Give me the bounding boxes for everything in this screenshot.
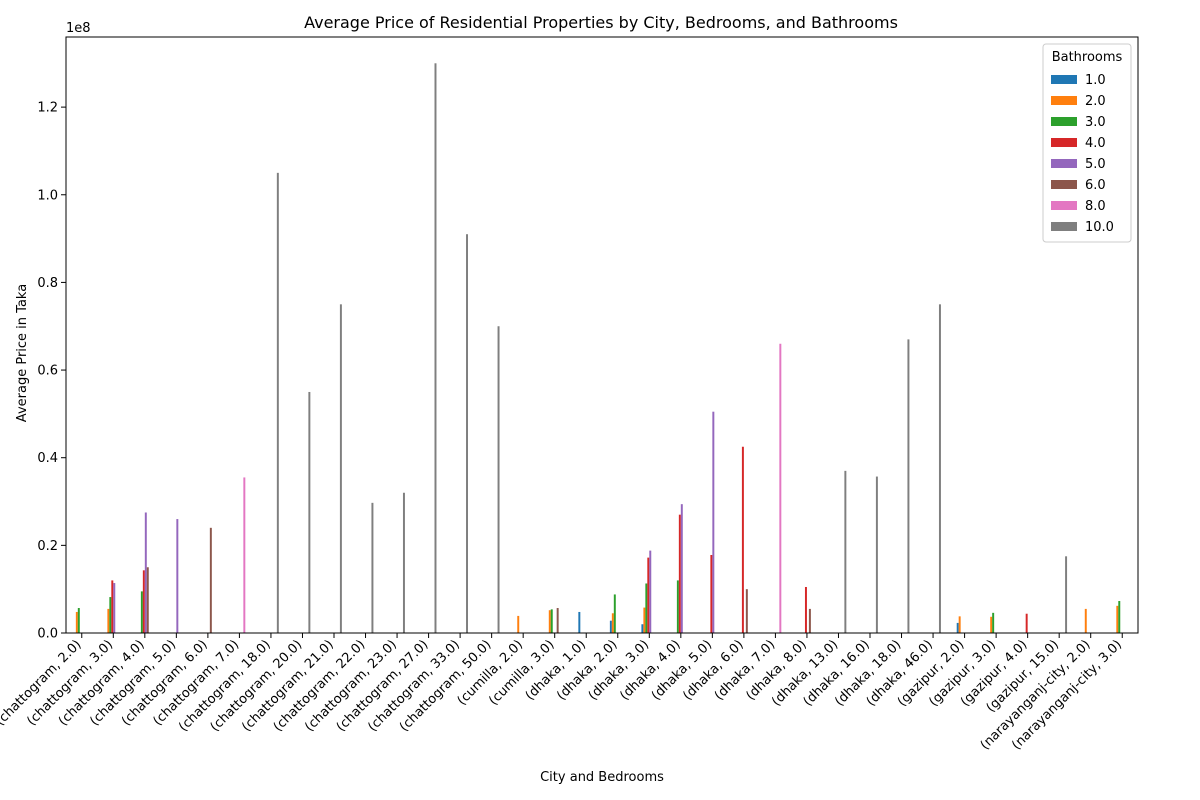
bar-4-5 — [209, 527, 212, 633]
legend-swatch — [1051, 96, 1077, 105]
bar-0-1 — [75, 611, 78, 633]
bar-23-3 — [804, 586, 807, 633]
y-offset-label: 1e8 — [66, 21, 91, 36]
legend-entry: 3.0 — [1085, 115, 1106, 130]
bar-15-5 — [556, 608, 559, 633]
bar-17-1 — [611, 613, 614, 633]
bar-15-1 — [548, 610, 551, 633]
bar-13-7 — [497, 326, 500, 633]
bar-16-0 — [578, 611, 581, 633]
legend-entry: 5.0 — [1085, 157, 1106, 172]
bar-9-7 — [371, 502, 374, 633]
bar-19-2 — [676, 580, 679, 633]
bar-29-2 — [992, 612, 995, 633]
y-tick-label: 0.6 — [37, 364, 58, 379]
bar-2-3 — [142, 570, 145, 633]
y-tick-label: 1.2 — [37, 101, 58, 116]
bar-30-3 — [1025, 613, 1028, 633]
y-tick-label: 0.8 — [37, 276, 58, 291]
y-tick-label: 0.2 — [37, 539, 58, 554]
y-axis-label: Average Price in Taka — [15, 284, 30, 422]
bar-20-4 — [712, 411, 715, 633]
legend-swatch — [1051, 117, 1077, 126]
bar-0-2 — [77, 608, 80, 633]
legend-entry: 8.0 — [1085, 199, 1106, 214]
bar-32-1 — [1084, 608, 1087, 633]
bar-21-5 — [745, 589, 748, 633]
bar-25-7 — [875, 476, 878, 633]
bar-28-1 — [958, 616, 961, 633]
x-tick-labels: (chattogram, 2.0)(chattogram, 3.0)(chatt… — [0, 633, 1125, 753]
bar-12-7 — [466, 234, 468, 633]
bar-5-6 — [243, 477, 246, 633]
bar-1-3 — [111, 580, 114, 633]
y-tick-label: 0.4 — [37, 451, 58, 466]
bar-2-2 — [140, 591, 143, 633]
bar-1-4 — [113, 583, 116, 633]
bar-2-5 — [146, 567, 149, 633]
bar-20-3 — [710, 554, 713, 633]
bar-18-3 — [647, 557, 650, 633]
bar-6-7 — [276, 172, 279, 633]
y-tick-label: 0.0 — [37, 627, 58, 642]
bar-1-2 — [109, 597, 112, 633]
legend-swatch — [1051, 180, 1077, 189]
bar-3-4 — [176, 519, 179, 633]
bar-27-7 — [938, 304, 941, 633]
legend-entry: 4.0 — [1085, 136, 1106, 151]
bar-24-7 — [844, 470, 847, 633]
x-axis-label: City and Bedrooms — [540, 770, 664, 785]
bar-2-4 — [144, 512, 147, 633]
chart-title: Average Price of Residential Properties … — [304, 13, 898, 32]
bar-18-1 — [643, 607, 646, 633]
bar-33-1 — [1116, 605, 1119, 633]
bar-1-1 — [107, 608, 110, 633]
bar-10-7 — [402, 492, 405, 633]
legend-title: Bathrooms — [1052, 50, 1123, 65]
bar-26-7 — [907, 339, 910, 633]
bar-19-3 — [678, 514, 681, 633]
legend-entry: 2.0 — [1085, 94, 1106, 109]
bar-31-7 — [1065, 556, 1068, 633]
bar-19-4 — [680, 504, 683, 633]
bar-17-2 — [613, 594, 616, 633]
bar-22-6 — [779, 343, 782, 633]
bar-15-2 — [550, 609, 553, 633]
legend-entry: 1.0 — [1085, 73, 1106, 88]
legend-swatch — [1051, 159, 1077, 168]
bar-18-0 — [641, 624, 644, 633]
bar-14-1 — [517, 615, 520, 633]
legend-swatch — [1051, 201, 1077, 210]
bar-29-1 — [990, 616, 993, 633]
bars-layer — [75, 63, 1121, 634]
bar-21-3 — [741, 446, 744, 633]
axes-layer — [65, 36, 1139, 634]
legend-entry: 10.0 — [1085, 220, 1114, 235]
bar-7-7 — [308, 391, 311, 633]
bar-11-7 — [434, 63, 437, 634]
plot-frame — [65, 36, 1139, 634]
bar-23-5 — [808, 608, 811, 633]
bar-8-7 — [339, 304, 342, 633]
bar-18-4 — [649, 550, 652, 633]
legend-swatch — [1051, 138, 1077, 147]
bar-18-2 — [645, 583, 648, 633]
legend-box — [1042, 43, 1132, 243]
y-tick-labels: 0.0 0.2 0.4 0.6 0.8 1.0 1.2 — [37, 101, 66, 642]
bar-17-0 — [609, 620, 612, 633]
bar-33-2 — [1118, 601, 1121, 633]
legend-swatch — [1051, 222, 1077, 231]
legend-swatch — [1051, 75, 1077, 84]
legend-entry: 6.0 — [1085, 178, 1106, 193]
y-tick-label: 1.0 — [37, 188, 58, 203]
bar-28-0 — [956, 622, 959, 633]
legend: Bathrooms 1.0 2.0 3.0 4.0 5.0 6.0 8.0 10.0 — [1042, 43, 1132, 243]
